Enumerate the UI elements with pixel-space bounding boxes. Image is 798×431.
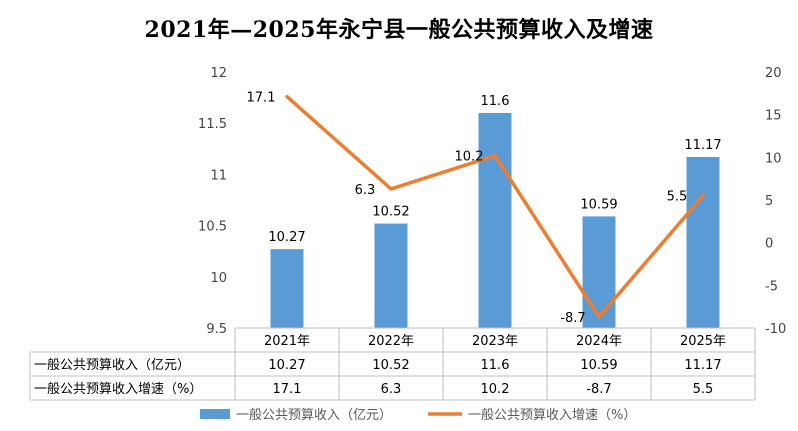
left-axis-tick-label: 9.5 [206, 322, 227, 337]
right-axis: -10 -5 0 5 10 15 20 [765, 66, 786, 337]
right-axis-tick-label: -5 [765, 279, 778, 294]
line-data-label: -8.7 [560, 311, 585, 326]
table-cell: 6.3 [381, 382, 402, 397]
category-label: 2025年 [680, 334, 726, 349]
right-axis-tick-label: 5 [765, 194, 773, 209]
table-cell: 11.17 [684, 358, 721, 373]
line-data-label: 6.3 [355, 183, 376, 198]
right-axis-tick-label: 15 [765, 109, 782, 124]
right-axis-tick-label: -10 [765, 322, 786, 337]
table-cell: 11.6 [481, 358, 510, 373]
bar-data-label: 10.27 [268, 230, 305, 245]
bar [582, 216, 616, 328]
legend-line-label: 一般公共预算收入增速（%） [468, 407, 636, 423]
legend: 一般公共预算收入（亿元） 一般公共预算收入增速（%） [200, 407, 636, 423]
bar [374, 223, 408, 328]
chart-title: 2021年—2025年永宁县一般公共预算收入及增速 [144, 17, 654, 43]
legend-bar-swatch [200, 409, 230, 419]
table-cell: 10.59 [580, 358, 617, 373]
table-cell: -8.7 [586, 382, 611, 397]
bar [478, 112, 512, 329]
category-label: 2024年 [576, 334, 622, 349]
left-axis-tick-label: 11.5 [198, 117, 227, 132]
table-cell: 17.1 [273, 382, 302, 397]
left-axis-tick-label: 10.5 [198, 220, 227, 235]
table-cell: 10.52 [372, 358, 409, 373]
table-cell: 10.2 [481, 382, 510, 397]
table-row-label: 一般公共预算收入（亿元） [34, 357, 190, 373]
category-label: 2022年 [368, 334, 414, 349]
right-axis-tick-label: 10 [765, 151, 782, 166]
table-cell: 10.27 [268, 358, 305, 373]
bar [270, 249, 304, 328]
bar-series [270, 112, 720, 329]
category-label: 2021年 [264, 334, 310, 349]
table-cell: 5.5 [693, 382, 714, 397]
bar-data-label: 10.52 [372, 205, 409, 220]
bar-data-label: 11.17 [684, 138, 721, 153]
data-labels: 10.27 10.52 11.6 10.59 11.17 17.1 6.3 10.2 -8.7 5… [247, 91, 722, 326]
left-axis: 9.5 10 10.5 11 11.5 12 [198, 66, 227, 337]
left-axis-tick-label: 12 [210, 66, 227, 81]
left-axis-tick-label: 10 [210, 271, 227, 286]
right-axis-tick-label: 0 [765, 237, 773, 252]
category-label: 2023年 [472, 334, 518, 349]
bar [686, 156, 720, 328]
table-row-label: 一般公共预算收入增速（%） [34, 381, 202, 397]
legend-bar-label: 一般公共预算收入（亿元） [236, 407, 392, 423]
right-axis-tick-label: 20 [765, 66, 782, 81]
bar-data-label: 10.59 [580, 197, 617, 212]
line-data-label: 10.2 [455, 150, 484, 165]
left-axis-tick-label: 11 [210, 168, 227, 183]
line-data-label: 17.1 [247, 91, 276, 106]
line-data-label: 5.5 [667, 190, 688, 205]
line-series [285, 94, 705, 319]
bar-data-label: 11.6 [481, 94, 510, 109]
